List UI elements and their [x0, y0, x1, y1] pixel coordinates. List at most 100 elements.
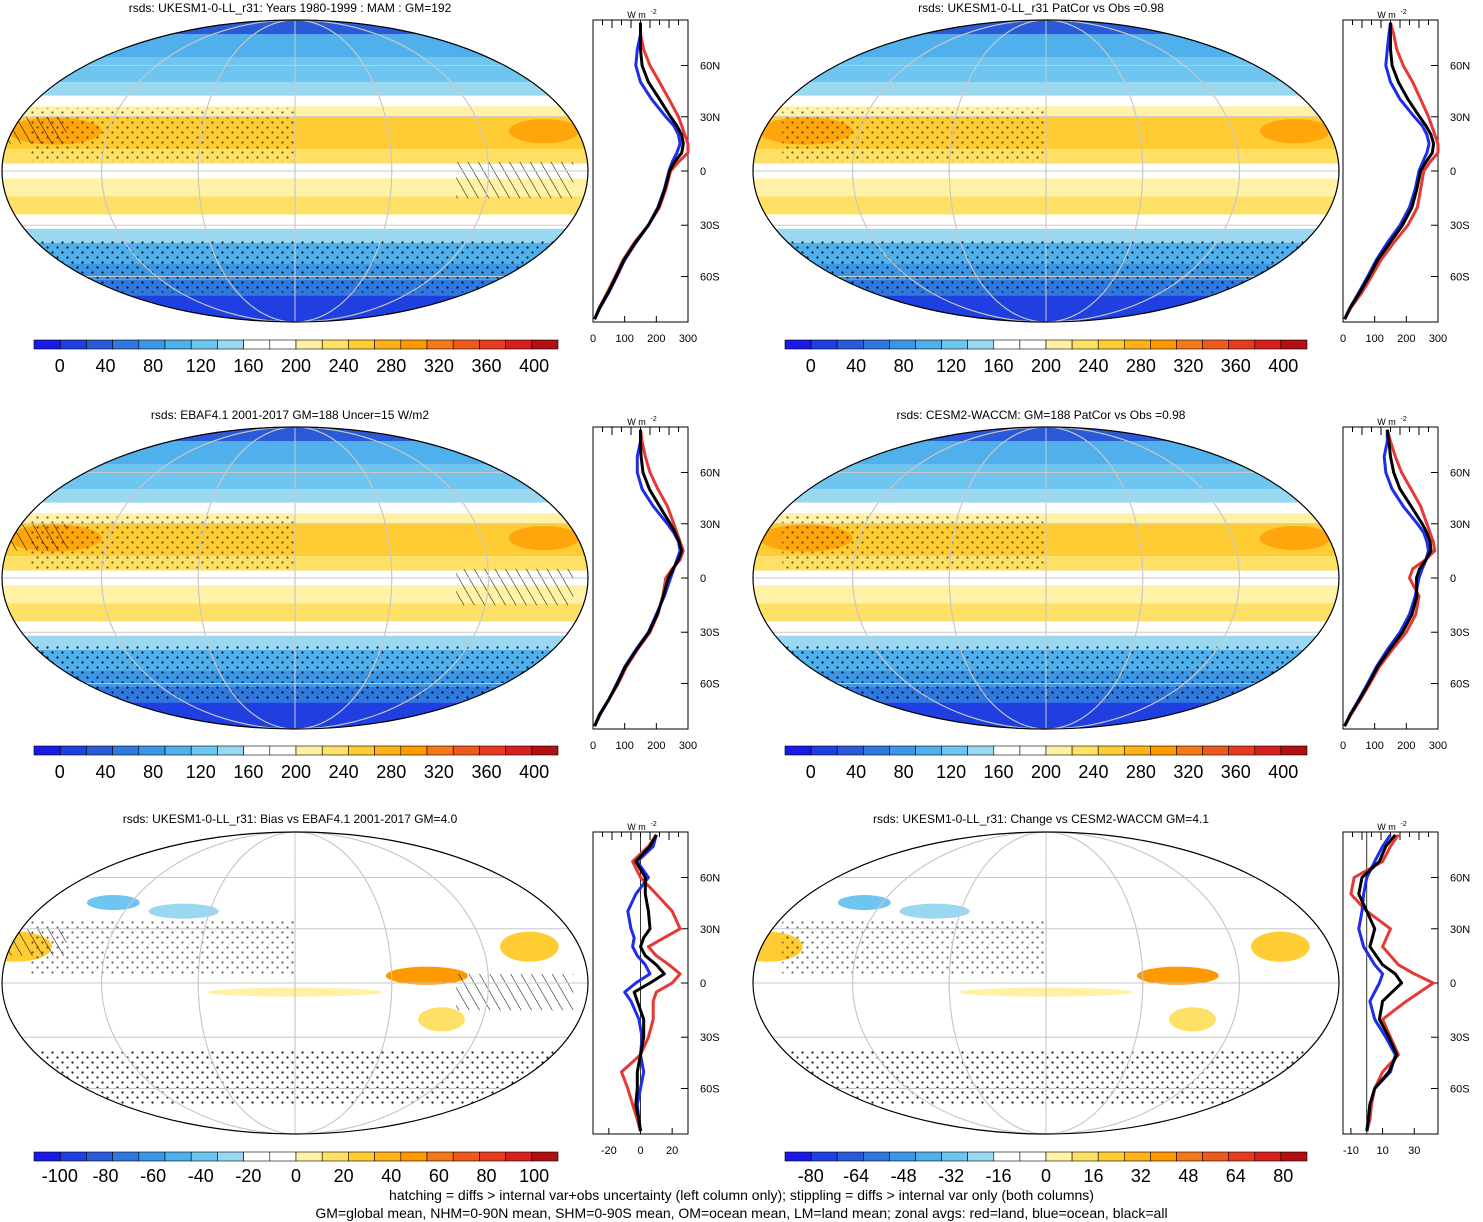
colorbar-swatch — [942, 746, 968, 755]
hatching — [456, 974, 573, 1010]
colorbar-swatch — [968, 1152, 994, 1161]
colorbar-swatch — [1229, 1152, 1255, 1161]
colorbar-tick-label: -80 — [92, 1166, 118, 1186]
colorbar-swatch — [1046, 746, 1072, 755]
colorbar-tick-label: 280 — [376, 356, 406, 376]
zonal-x-label: 300 — [1429, 740, 1447, 752]
zonal-unit-exponent: -2 — [1401, 416, 1407, 423]
colorbar-swatch — [270, 746, 296, 755]
colorbar-swatch — [837, 340, 863, 349]
zonal-lat-label: 60N — [700, 60, 720, 72]
colorbar-tick-label: 280 — [1126, 762, 1156, 782]
colorbar-swatch — [296, 340, 322, 349]
zonal-unit-label: W m — [627, 417, 646, 427]
colorbar-tick-label: 200 — [281, 356, 311, 376]
colorbar-swatch — [217, 746, 243, 755]
colorbar-swatch — [244, 340, 270, 349]
zonal-x-label: 0 — [1340, 333, 1346, 345]
colorbar-swatch — [994, 746, 1020, 755]
colorbar-swatch — [296, 746, 322, 755]
colorbar-swatch — [863, 746, 889, 755]
zonal-unit-label: W m — [1377, 10, 1396, 20]
zonal-frame — [1343, 427, 1438, 729]
colorbar-swatch — [994, 1152, 1020, 1161]
colorbar-swatch — [532, 340, 558, 349]
zonal-lat-label: 30S — [700, 1032, 720, 1044]
map-patch — [0, 837, 163, 855]
colorbar-swatch — [427, 340, 453, 349]
zonal-x-label: 300 — [1429, 333, 1447, 345]
colorbar-swatch — [401, 1152, 427, 1161]
colorbar-tick-label: 0 — [806, 762, 816, 782]
colorbar-swatch — [863, 340, 889, 349]
zonal-lat-label: 60S — [1450, 679, 1470, 691]
colorbar-tick-label: 120 — [186, 356, 216, 376]
panel-p5: rsds: UKESM1-0-LL_r31: Bias vs EBAF4.1 2… — [0, 812, 720, 1186]
zonal-lat-label: 30N — [700, 112, 720, 124]
map-field — [2, 20, 588, 322]
colorbar-tick-label: -20 — [235, 1166, 261, 1186]
hatching — [456, 569, 573, 605]
zonal-unit-exponent: -2 — [651, 416, 657, 423]
colorbar-tick-label: -32 — [938, 1166, 964, 1186]
colorbar-tick-label: 240 — [1078, 762, 1108, 782]
colorbar-swatch — [506, 1152, 532, 1161]
colorbar-tick-label: 100 — [519, 1166, 549, 1186]
colorbar-swatch — [1072, 1152, 1098, 1161]
colorbar-swatch — [217, 340, 243, 349]
zonal-lat-label: 60N — [700, 872, 720, 884]
colorbar-swatch — [837, 746, 863, 755]
colorbar-tick-label: 40 — [95, 762, 115, 782]
zonal-lat-label: 0 — [700, 573, 706, 585]
zonal-unit-exponent: -2 — [1401, 9, 1407, 16]
zonal-lat-label: 0 — [700, 166, 706, 178]
zonal-lat-label: 30N — [1450, 924, 1470, 936]
zonal-lat-label: 0 — [1450, 978, 1456, 990]
colorbar-swatch — [217, 1152, 243, 1161]
colorbar-tick-label: 280 — [1126, 356, 1156, 376]
colorbar-swatch — [139, 1152, 165, 1161]
colorbar-tick-label: 320 — [1173, 762, 1203, 782]
colorbar-swatch — [296, 1152, 322, 1161]
colorbar-tick-label: 60 — [429, 1166, 449, 1186]
colorbar-tick-label: 360 — [1221, 762, 1251, 782]
zonal-x-label: 200 — [1397, 740, 1415, 752]
colorbar-swatch — [165, 1152, 191, 1161]
colorbar-swatch — [113, 340, 139, 349]
zonal-lat-label: 30N — [700, 924, 720, 936]
colorbar-swatch — [1020, 1152, 1046, 1161]
colorbar-tick-label: 200 — [1031, 762, 1061, 782]
zonal-x-label: 100 — [615, 333, 633, 345]
zonal-lat-label: 30S — [1450, 627, 1470, 639]
panel-p6: rsds: UKESM1-0-LL_r31: Change vs CESM2-W… — [732, 812, 1470, 1186]
colorbar-tick-label: 16 — [1083, 1166, 1103, 1186]
panel-p4: rsds: CESM2-WACCM: GM=188 PatCor vs Obs … — [753, 408, 1470, 782]
colorbar-tick-label: 320 — [424, 356, 454, 376]
colorbar-tick-label: 80 — [143, 762, 163, 782]
colorbar-swatch — [60, 340, 86, 349]
colorbar-tick-label: 64 — [1226, 1166, 1246, 1186]
colorbar-swatch — [968, 340, 994, 349]
colorbar-swatch — [270, 1152, 296, 1161]
colorbar-swatch — [1281, 746, 1307, 755]
zonal-lat-label: 60N — [1450, 60, 1470, 72]
colorbar-tick-label: 160 — [233, 762, 263, 782]
colorbar-swatch — [942, 1152, 968, 1161]
hatching — [456, 162, 573, 198]
zonal-lat-label: 30S — [700, 220, 720, 232]
colorbar-tick-label: 360 — [472, 762, 502, 782]
colorbar-swatch — [322, 1152, 348, 1161]
footer-line-2: GM=global mean, NHM=0-90N mean, SHM=0-90… — [0, 1205, 1483, 1222]
footer-line-1: hatching = diffs > internal var+obs unce… — [0, 1187, 1483, 1204]
colorbar-tick-label: 80 — [894, 762, 914, 782]
colorbar-swatch — [785, 340, 811, 349]
panel-title: rsds: UKESM1-0-LL_r31: Change vs CESM2-W… — [873, 812, 1209, 826]
map-patch — [1169, 1007, 1216, 1031]
zonal-lat-label: 30N — [1450, 519, 1470, 531]
colorbar-swatch — [1046, 340, 1072, 349]
colorbar-swatch — [34, 1152, 60, 1161]
colorbar-tick-label: 48 — [1178, 1166, 1198, 1186]
zonal-x-label: 20 — [666, 1145, 678, 1157]
